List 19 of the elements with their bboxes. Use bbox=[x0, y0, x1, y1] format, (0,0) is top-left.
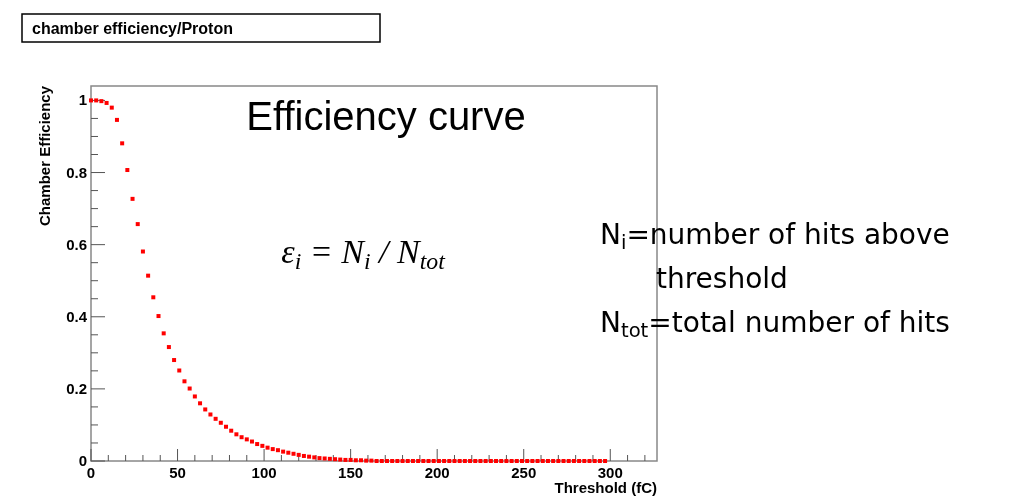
annotation: Efficiency curve bbox=[246, 94, 526, 138]
chart-title: chamber efficiency/Proton bbox=[32, 20, 233, 37]
y-axis-title: Chamber Efficiency bbox=[36, 85, 53, 227]
x-tick-label: 300 bbox=[597, 464, 623, 481]
y-tick-label: 1 bbox=[78, 91, 87, 109]
x-tick-label: 200 bbox=[424, 464, 450, 481]
y-tick-label: 0.4 bbox=[66, 307, 88, 325]
x-tick-label: 50 bbox=[169, 464, 186, 481]
x-tick-label: 150 bbox=[338, 464, 364, 481]
x-tick-label: 250 bbox=[511, 464, 537, 481]
x-tick-label: 100 bbox=[251, 464, 277, 481]
annotation: N$_{i}$=number of hits above threshold bbox=[600, 218, 950, 295]
y-tick-label: 0 bbox=[78, 452, 87, 469]
y-tick-label: 0.8 bbox=[66, 163, 87, 181]
annotation: N$_{tot}$=total number of hits bbox=[600, 306, 950, 342]
y-tick-label: 0.2 bbox=[66, 379, 87, 397]
y-tick-label: 0.6 bbox=[66, 235, 87, 253]
x-axis-title: Threshold (fC) bbox=[554, 479, 657, 496]
annotation: ε$_{i}$ = N$_{i}$ / N$_{tot}$ bbox=[281, 233, 447, 274]
